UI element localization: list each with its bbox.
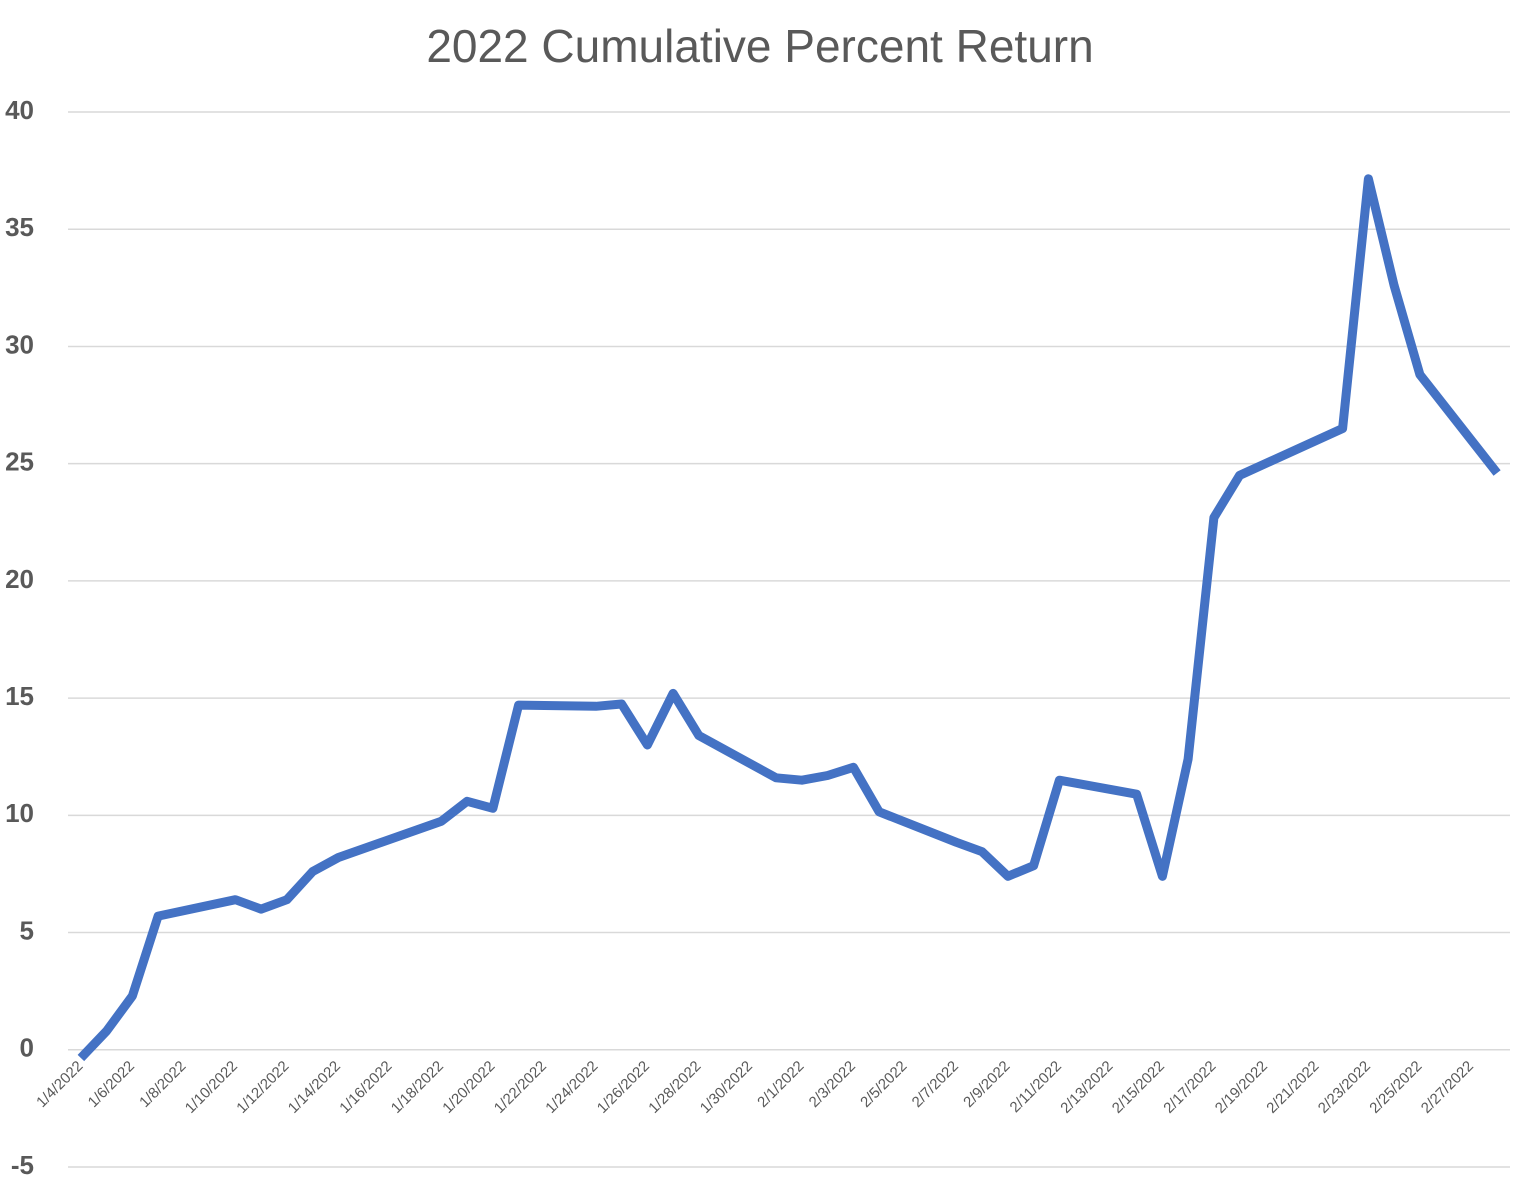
y-tick-label: 15 xyxy=(5,681,34,711)
x-tick-label: 2/19/2022 xyxy=(1212,1058,1271,1117)
x-tick-label: 1/22/2022 xyxy=(491,1058,550,1117)
x-tick-label: 1/10/2022 xyxy=(182,1058,241,1117)
x-tick-label: 2/15/2022 xyxy=(1109,1058,1168,1117)
x-tick-label: 1/20/2022 xyxy=(439,1058,498,1117)
y-tick-label: 0 xyxy=(20,1033,34,1063)
x-tick-label: 2/3/2022 xyxy=(806,1058,859,1111)
x-tick-label: 1/4/2022 xyxy=(33,1058,86,1111)
chart-title: 2022 Cumulative Percent Return xyxy=(426,20,1093,72)
y-tick-label: 20 xyxy=(5,564,34,594)
y-tick-label: -5 xyxy=(11,1150,34,1180)
y-tick-label: 5 xyxy=(20,915,34,945)
x-tick-label: 2/5/2022 xyxy=(857,1058,910,1111)
data-line xyxy=(77,174,1501,1062)
x-tick-label: 2/7/2022 xyxy=(909,1058,962,1111)
x-tick-label: 1/12/2022 xyxy=(233,1058,292,1117)
x-tick-label: 1/8/2022 xyxy=(136,1058,189,1111)
x-tick-label: 1/30/2022 xyxy=(697,1058,756,1117)
x-tick-label: 1/16/2022 xyxy=(336,1058,395,1117)
x-tick-label: 1/6/2022 xyxy=(85,1058,138,1111)
y-tick-label: 35 xyxy=(5,212,34,242)
x-tick-label: 2/11/2022 xyxy=(1007,1058,1065,1116)
x-tick-label: 1/28/2022 xyxy=(645,1058,704,1117)
x-tick-label: 2/23/2022 xyxy=(1315,1058,1374,1117)
y-tick-label: 40 xyxy=(5,95,34,125)
x-tick-label: 1/26/2022 xyxy=(594,1058,653,1117)
y-tick-label: 30 xyxy=(5,329,34,359)
x-tick-label: 1/24/2022 xyxy=(542,1058,601,1117)
x-tick-label: 1/18/2022 xyxy=(388,1058,447,1117)
x-tick-label: 1/14/2022 xyxy=(285,1058,344,1117)
x-tick-label: 2/13/2022 xyxy=(1057,1058,1116,1117)
x-tick-label: 2/21/2022 xyxy=(1263,1058,1322,1117)
x-tick-label: 2/9/2022 xyxy=(960,1058,1013,1111)
x-tick-label: 2/17/2022 xyxy=(1160,1058,1219,1117)
y-tick-label: 25 xyxy=(5,447,34,477)
x-tick-label: 2/27/2022 xyxy=(1418,1058,1477,1117)
x-tick-label: 2/25/2022 xyxy=(1366,1058,1425,1117)
y-tick-label: 10 xyxy=(5,798,34,828)
x-tick-label: 2/1/2022 xyxy=(754,1058,807,1111)
